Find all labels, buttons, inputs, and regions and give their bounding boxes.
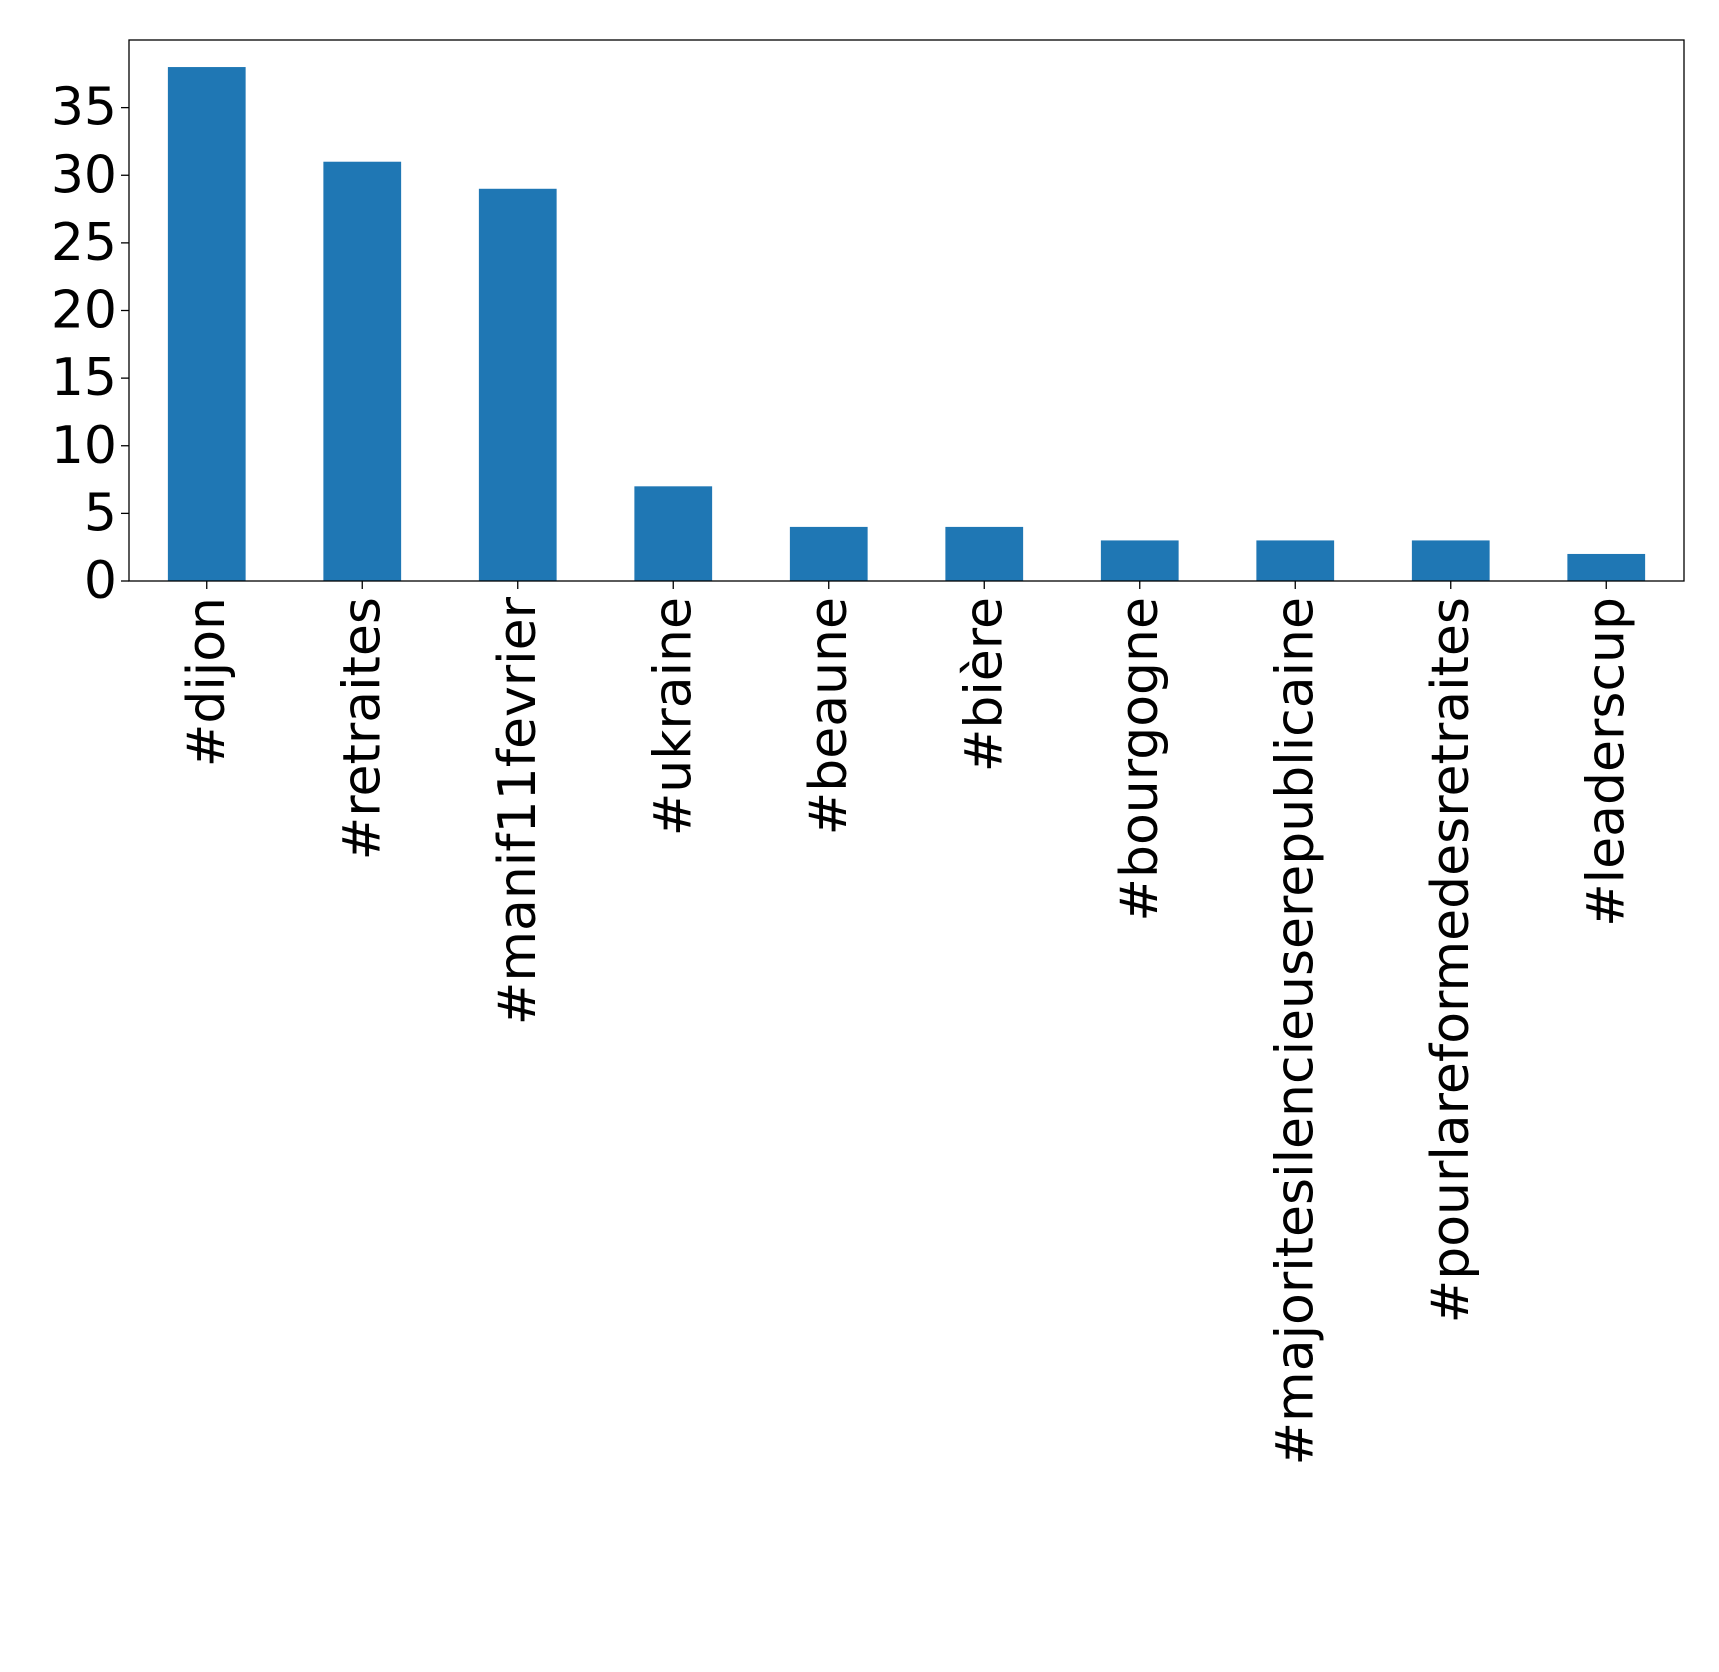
y-tick-label: 0 [84, 551, 117, 611]
x-tick-label: #bourgogne [1110, 597, 1170, 922]
bar-manif11fevrier [478, 188, 557, 581]
bar-ukraine [634, 486, 713, 581]
y-tick-label: 35 [51, 78, 117, 138]
y-tick-label: 25 [51, 213, 117, 273]
x-tick-label: #ukraine [643, 597, 703, 836]
bar-retraites [323, 161, 402, 581]
bar-pourlareformedesretraites [1411, 540, 1490, 581]
y-tick-label: 5 [84, 483, 117, 543]
x-tick-label: #bière [954, 597, 1014, 772]
x-tick-label: #dijon [177, 597, 237, 767]
bar-dijon [167, 67, 246, 582]
bar-bire [945, 526, 1024, 581]
x-tick-label: #leaderscup [1576, 597, 1636, 927]
y-tick-label: 20 [51, 281, 117, 341]
bar-leaderscup [1567, 553, 1646, 581]
bar-majoritesilencieuserepublicaine [1256, 540, 1335, 581]
plot-frame [128, 39, 1685, 582]
y-tick-label: 30 [51, 145, 117, 205]
x-tick-label: #pourlareformedesretraites [1421, 597, 1481, 1323]
x-tick-label: #retraites [332, 597, 392, 860]
y-tick-label: 10 [51, 416, 117, 476]
x-tick-label: #manif11fevrier [488, 596, 548, 1025]
x-tick-label: #majoritesilencieuserepublicaine [1265, 597, 1325, 1466]
bar-beaune [789, 526, 868, 581]
bars-group [167, 67, 1646, 582]
x-axis: #dijon #retraites #manif11fevrier #ukraine #… [177, 581, 1636, 1466]
bar-bourgogne [1100, 540, 1179, 581]
x-tick-label: #beaune [799, 597, 859, 835]
y-axis: 0 5 10 15 20 25 30 35 [51, 78, 129, 611]
y-tick-label: 15 [51, 348, 117, 408]
